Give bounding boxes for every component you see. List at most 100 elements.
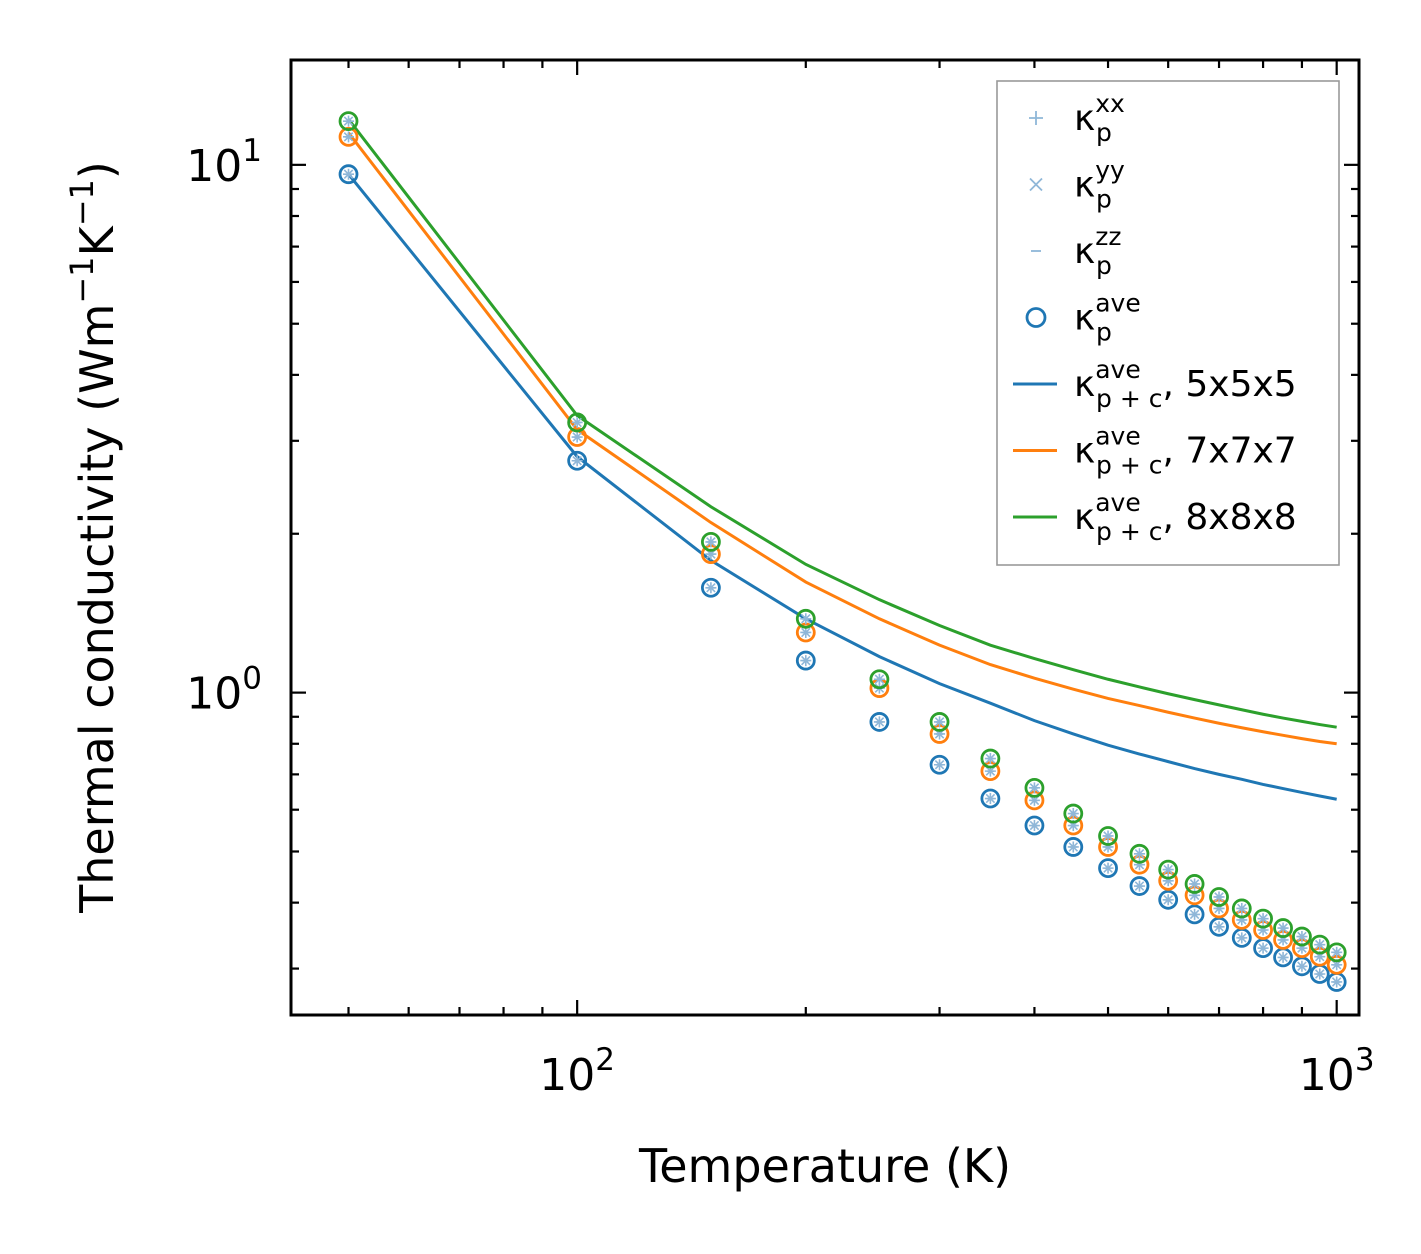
marker-kp-ave <box>1024 815 1045 836</box>
marker-kp-ave <box>1209 887 1229 907</box>
marker-kp-ave <box>1231 898 1252 919</box>
marker-kp-ave <box>1063 837 1084 857</box>
point-group-8x8x8-650 <box>1184 874 1205 894</box>
point-group-8x8x8-800 <box>1253 908 1273 929</box>
point-group-8x8x8-700 <box>1209 887 1229 907</box>
legend-entry-2: κzz p <box>1031 222 1121 280</box>
tick-labels: 102 103 100 101 <box>186 133 1374 1101</box>
legend-label-6: κave p + c, 8x8x8 <box>1074 488 1297 546</box>
legend-handle-cross <box>1029 177 1043 192</box>
point-group-5x5x5-50 <box>338 164 359 185</box>
x-axis-label: Temperature (K) <box>638 1139 1011 1193</box>
point-group-7x7x7-100 <box>567 427 588 447</box>
point-group-8x8x8-450 <box>1063 803 1084 824</box>
marker-kp-ave <box>795 608 816 629</box>
line-kpc-ave-5x5x5 <box>347 173 1337 801</box>
point-group-5x5x5-800 <box>1253 938 1273 959</box>
y-axis-label: Thermal conductivity (Wm−1K−1) <box>63 161 124 914</box>
point-group-8x8x8-900 <box>1292 926 1312 947</box>
legend-label-2: κzz p <box>1074 222 1121 280</box>
marker-kp-ave <box>1129 843 1150 864</box>
point-group-8x8x8-500 <box>1098 826 1118 846</box>
point-group-8x8x8-50 <box>338 111 359 132</box>
marker-kp-ave <box>1158 859 1179 880</box>
point-group-8x8x8-850 <box>1273 918 1293 938</box>
marker-kp-ave <box>1063 803 1084 824</box>
marker-kp-ave <box>1158 889 1179 910</box>
point-group-5x5x5-150 <box>701 577 721 598</box>
point-group-8x8x8-100 <box>567 412 588 433</box>
marker-kp-ave <box>1098 858 1118 879</box>
point-group-5x5x5-850 <box>1273 947 1293 968</box>
marker-kp-ave <box>1184 874 1205 894</box>
point-group-5x5x5-300 <box>929 754 950 775</box>
marker-kp-ave <box>567 450 588 471</box>
legend-label-3: κave p <box>1074 289 1141 347</box>
legend: κxx p κyy p κzz p κave p κave p + c, 5x5x5 κave p +… <box>996 80 1340 566</box>
point-group-5x5x5-250 <box>869 712 890 732</box>
point-group-5x5x5-1000 <box>1326 972 1347 992</box>
marker-kp-ave <box>869 712 890 732</box>
point-group-8x8x8-400 <box>1024 777 1045 798</box>
legend-handle-circle <box>1025 307 1047 328</box>
marker-kp-ave <box>980 748 1001 769</box>
point-group-8x8x8-950 <box>1309 934 1330 955</box>
marker-kp-ave <box>1292 926 1312 947</box>
legend-entry-3: κave p <box>1025 289 1141 347</box>
point-group-5x5x5-900 <box>1292 956 1312 977</box>
marker-kp-ave <box>929 754 950 775</box>
point-group-5x5x5-450 <box>1063 837 1084 857</box>
legend-entry-1: κyy p <box>1029 156 1125 214</box>
legend-label-0: κxx p <box>1074 89 1125 147</box>
marker-kp-ave <box>701 532 721 552</box>
legend-entry-0: κxx p <box>1029 89 1125 147</box>
point-group-8x8x8-350 <box>980 748 1001 769</box>
legend-entry-6: κave p + c, 8x8x8 <box>1013 488 1297 546</box>
point-group-8x8x8-750 <box>1231 898 1252 919</box>
plot-frame <box>289 58 1361 1017</box>
point-group-5x5x5-700 <box>1209 916 1229 937</box>
legend-label-1: κyy p <box>1074 156 1125 214</box>
point-group-5x5x5-950 <box>1309 964 1330 984</box>
point-group-5x5x5-550 <box>1129 876 1150 896</box>
point-group-5x5x5-100 <box>567 450 588 471</box>
marker-kp-ave <box>1184 904 1205 925</box>
marker-kp-ave <box>567 412 588 433</box>
marker-kp-ave <box>980 788 1001 809</box>
point-group-8x8x8-250 <box>869 669 890 690</box>
legend-box <box>996 80 1340 566</box>
point-group-8x8x8-600 <box>1158 859 1179 880</box>
point-group-5x5x5-650 <box>1184 904 1205 925</box>
point-group-5x5x5-500 <box>1098 858 1118 879</box>
legend-label-5: κave p + c, 7x7x7 <box>1074 422 1297 480</box>
marker-kp-ave <box>567 427 588 447</box>
marker-kp-ave <box>1129 876 1150 896</box>
marker-kp-ave <box>1309 934 1330 955</box>
legend-label-4: κave p + c, 5x5x5 <box>1074 355 1297 413</box>
line-kpc-ave-7x7x7 <box>347 131 1337 746</box>
point-group-8x8x8-200 <box>795 608 816 629</box>
marker-kp-ave <box>1326 942 1347 963</box>
point-group-5x5x5-400 <box>1024 815 1045 836</box>
point-group-8x8x8-1000 <box>1326 942 1347 963</box>
legend-handle-plus <box>1029 111 1043 125</box>
point-group-5x5x5-750 <box>1231 927 1252 948</box>
point-group-8x8x8-300 <box>929 712 950 732</box>
legend-entry-4: κave p + c, 5x5x5 <box>1013 355 1297 413</box>
legend-entry-5: κave p + c, 7x7x7 <box>1013 422 1297 480</box>
point-group-5x5x5-350 <box>980 788 1001 809</box>
marker-kp-ave <box>869 669 890 690</box>
x-tick-label-1000: 103 <box>1299 1042 1375 1101</box>
marker-kp-ave <box>338 111 359 132</box>
point-group-8x8x8-550 <box>1129 843 1150 864</box>
marker-kp-ave <box>1024 777 1045 798</box>
marker-kp-ave <box>1098 826 1118 846</box>
marker-kp-ave <box>338 164 359 185</box>
y-tick-label-10: 101 <box>186 133 262 192</box>
line-kpc-ave-8x8x8 <box>347 118 1337 729</box>
marker-kp-ave <box>1273 918 1293 938</box>
marker-kp-ave <box>795 650 816 671</box>
point-group-5x5x5-600 <box>1158 889 1179 910</box>
x-tick-label-100: 102 <box>539 1042 615 1101</box>
